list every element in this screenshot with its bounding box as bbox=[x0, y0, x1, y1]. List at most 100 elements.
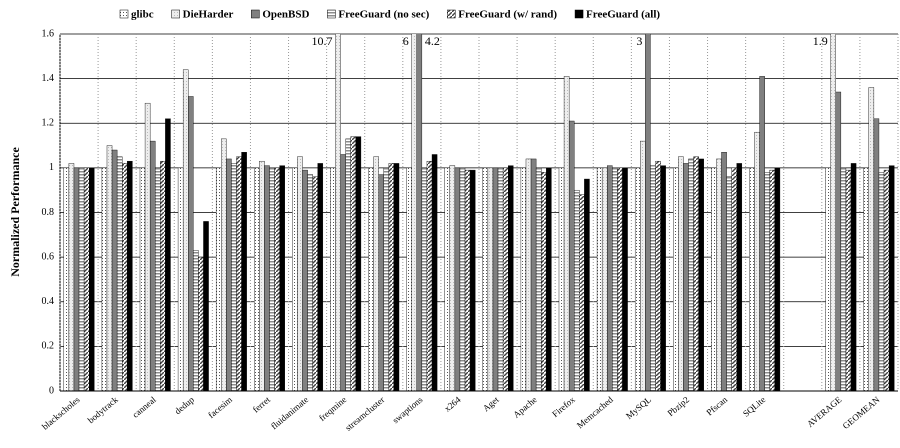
legend-label: DieHarder bbox=[183, 9, 234, 21]
x-tick-label: x264 bbox=[442, 394, 463, 414]
bar bbox=[645, 34, 651, 392]
x-tick-label: facesim bbox=[206, 394, 234, 420]
bar bbox=[640, 140, 646, 392]
bar bbox=[215, 167, 222, 392]
bar bbox=[731, 167, 737, 392]
bar bbox=[546, 167, 552, 392]
bar bbox=[111, 149, 118, 392]
x-tick-label: Memcached bbox=[575, 394, 615, 430]
bar bbox=[459, 167, 466, 392]
x-tick-label: MySQL bbox=[624, 394, 653, 421]
bar bbox=[160, 160, 166, 392]
legend-label: FreeGuard (w/ rand) bbox=[458, 9, 557, 21]
bar bbox=[330, 167, 336, 392]
bar bbox=[182, 69, 189, 392]
bar bbox=[482, 167, 489, 392]
bar bbox=[530, 158, 537, 392]
bar bbox=[198, 256, 204, 392]
bar bbox=[373, 156, 379, 392]
x-tick-label: dedup bbox=[173, 394, 197, 416]
bar bbox=[302, 169, 308, 392]
bar bbox=[850, 163, 857, 392]
bar bbox=[68, 163, 75, 392]
x-tick-label: AVERAGE bbox=[805, 394, 844, 429]
x-tick-label: Aget bbox=[481, 394, 501, 413]
bar bbox=[502, 167, 509, 392]
value-label: 3 bbox=[636, 34, 642, 48]
bar bbox=[149, 140, 156, 392]
bar bbox=[584, 178, 590, 392]
bar bbox=[101, 167, 108, 392]
x-tick-label: Apache bbox=[511, 394, 538, 419]
bar bbox=[698, 158, 704, 392]
bar bbox=[825, 167, 831, 392]
bar bbox=[568, 120, 575, 392]
bar bbox=[868, 87, 875, 392]
x-tick-label: canneal bbox=[130, 394, 158, 420]
y-tick-label: 0 bbox=[49, 385, 54, 396]
bar bbox=[292, 167, 298, 392]
value-label: 6 bbox=[403, 34, 409, 48]
bar bbox=[241, 152, 247, 392]
bar bbox=[431, 154, 438, 392]
y-tick-label: 1.4 bbox=[42, 73, 55, 84]
bar bbox=[127, 160, 133, 392]
bar bbox=[449, 165, 456, 392]
bar bbox=[601, 167, 608, 392]
bar bbox=[236, 156, 242, 392]
bar bbox=[426, 160, 433, 392]
bar bbox=[535, 167, 542, 392]
bar bbox=[383, 167, 390, 392]
bar bbox=[617, 167, 623, 392]
legend-swatch bbox=[251, 9, 260, 19]
bar bbox=[264, 165, 270, 392]
bar bbox=[307, 174, 313, 392]
bar bbox=[508, 165, 514, 392]
bar bbox=[634, 167, 641, 392]
bar bbox=[596, 167, 603, 392]
bar bbox=[279, 165, 285, 392]
bar bbox=[673, 167, 679, 392]
bar bbox=[622, 167, 628, 392]
bar bbox=[469, 169, 476, 392]
value-label: 10.7 bbox=[312, 34, 333, 48]
bar bbox=[254, 167, 260, 392]
bar bbox=[226, 158, 232, 392]
legend-label: FreeGuard (no sec) bbox=[338, 9, 429, 21]
bar bbox=[830, 34, 836, 392]
bar bbox=[335, 34, 341, 392]
bar bbox=[221, 138, 227, 392]
legend-swatch bbox=[327, 9, 336, 19]
x-tick-label: SQLite bbox=[741, 394, 767, 418]
bar bbox=[660, 165, 666, 392]
bar bbox=[106, 145, 113, 392]
bar bbox=[345, 138, 351, 392]
bar bbox=[177, 167, 184, 392]
bar bbox=[650, 165, 656, 392]
bar bbox=[89, 167, 95, 392]
bar bbox=[716, 158, 722, 392]
bar bbox=[754, 131, 760, 392]
bar bbox=[350, 136, 357, 392]
bar bbox=[416, 34, 423, 392]
bar bbox=[863, 167, 869, 392]
bar bbox=[612, 167, 618, 392]
bar bbox=[655, 160, 661, 392]
bar bbox=[688, 158, 694, 392]
bar bbox=[541, 172, 547, 392]
bar bbox=[312, 176, 318, 392]
bar bbox=[421, 167, 428, 392]
bar bbox=[274, 167, 280, 392]
bar bbox=[368, 167, 374, 392]
bar bbox=[845, 169, 852, 392]
y-tick-label: 0.8 bbox=[42, 207, 55, 218]
bar bbox=[759, 76, 765, 392]
value-label: 4.2 bbox=[425, 34, 440, 48]
x-tick-label: streamcluster bbox=[343, 394, 386, 433]
bar bbox=[406, 167, 412, 392]
y-tick-label: 0.4 bbox=[42, 296, 55, 307]
x-tick-label: fluidanimate bbox=[269, 394, 310, 431]
bar bbox=[693, 156, 699, 392]
bar bbox=[736, 163, 743, 392]
